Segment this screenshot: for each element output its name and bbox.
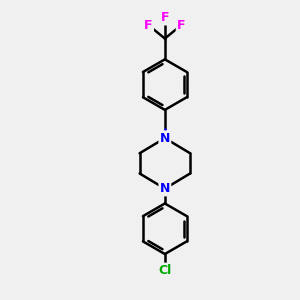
Text: N: N [160, 182, 170, 195]
Text: Cl: Cl [158, 264, 172, 277]
Text: F: F [160, 11, 169, 24]
Text: F: F [177, 19, 185, 32]
Text: N: N [160, 132, 170, 145]
Text: F: F [144, 19, 153, 32]
